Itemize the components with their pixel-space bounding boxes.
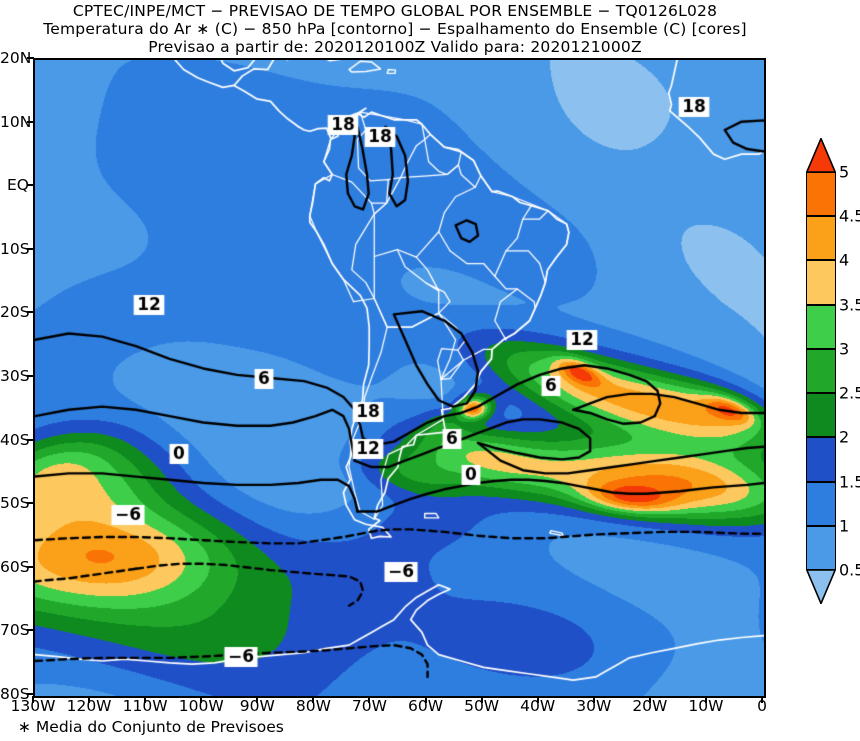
x-tick-120W: 120W — [66, 697, 112, 715]
y-tick-50S: 50S — [0, 494, 30, 513]
footnote: ∗ Media do Conjunto de Previsoes — [18, 718, 284, 736]
x-tick-10W: 10W — [688, 697, 724, 715]
chart-title-line-3: Previsao a partir de: 2020120100Z Valido… — [148, 38, 642, 56]
y-tick-40S: 40S — [0, 430, 30, 449]
y-tick-70S: 70S — [0, 621, 30, 640]
colorbar-band-2-2.5 — [806, 393, 836, 438]
ensemble-spread-map — [35, 60, 764, 696]
colorbar-tick-4: 4 — [839, 250, 850, 270]
x-tick-60W: 60W — [408, 697, 444, 715]
x-tick-110W: 110W — [122, 697, 168, 715]
colorbar-band-1-1.5 — [806, 481, 836, 526]
y-tick-60S: 60S — [0, 557, 30, 576]
colorbar-arrow-min — [805, 569, 837, 606]
x-tick-70W: 70W — [351, 697, 387, 715]
x-tick-50W: 50W — [464, 697, 500, 715]
colorbar-tick-1: 1 — [839, 516, 850, 536]
chart-title-line-2: Temperatura do Ar ∗ (C) − 850 hPa [conto… — [43, 20, 747, 38]
x-tick-40W: 40W — [520, 697, 556, 715]
x-tick-30W: 30W — [576, 697, 612, 715]
y-tick-EQ: EQ — [7, 176, 29, 195]
y-tick-30S: 30S — [0, 367, 30, 385]
colorbar-tick-5: 5 — [839, 162, 850, 182]
colorbar-band-1.5-2 — [806, 437, 836, 482]
colorbar-tick-0.5: 0.5 — [839, 560, 860, 580]
colorbar-tick-2: 2 — [839, 427, 850, 447]
x-tick-130W: 130W — [10, 697, 56, 715]
map-plot-area — [33, 58, 766, 698]
x-tick-80W: 80W — [295, 697, 331, 715]
colorbar: 0.5 1 1.5 2 2.5 3 3.5 4 4.5 5 — [805, 136, 860, 606]
x-tick-100W: 100W — [178, 697, 224, 715]
colorbar-band-3.5-4 — [806, 260, 836, 305]
colorbar-tick-1.5: 1.5 — [839, 472, 860, 492]
colorbar-tick-4.5: 4.5 — [839, 206, 860, 226]
colorbar-band-0.5-1 — [806, 525, 836, 570]
y-tick-10N: 10N — [0, 112, 32, 131]
y-tick-80S: 80S — [0, 685, 30, 703]
colorbar-band-3-3.5 — [806, 304, 836, 349]
colorbar-band-4-4.5 — [806, 216, 836, 261]
colorbar-tick-2.5: 2.5 — [839, 383, 860, 403]
colorbar-tick-3.5: 3.5 — [839, 295, 860, 315]
x-tick-0: 0 — [757, 697, 767, 715]
colorbar-band-2.5-3 — [806, 348, 836, 394]
title-block: CPTEC/INPE/MCT − PREVISAO DE TEMPO GLOBA… — [0, 0, 790, 56]
colorbar-arrow-max — [805, 136, 837, 173]
y-tick-10S: 10S — [0, 239, 30, 258]
colorbar-tick-3: 3 — [839, 339, 850, 359]
y-tick-20S: 20S — [0, 303, 30, 322]
x-tick-90W: 90W — [239, 697, 275, 715]
colorbar-band-4.5-5 — [806, 172, 836, 217]
x-tick-20W: 20W — [632, 697, 668, 715]
chart-title-line-1: CPTEC/INPE/MCT − PREVISAO DE TEMPO GLOBA… — [72, 2, 718, 20]
